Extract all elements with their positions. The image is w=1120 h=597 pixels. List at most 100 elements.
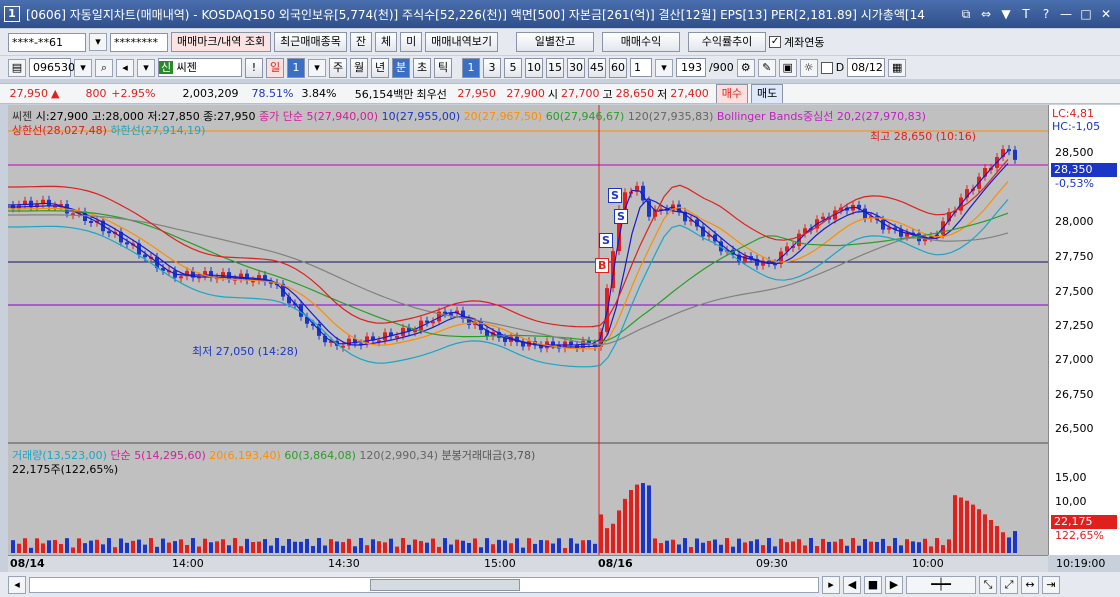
scroll-bar[interactable]: ◂ ▸ ◀ ■ ▶ ━┿━ ⤡ ⤢ ↔ ⇥: [0, 572, 1120, 597]
recent-trades-button[interactable]: 최근매매종목: [274, 32, 347, 52]
tile-icon[interactable]: ⧉: [961, 6, 971, 21]
volume-bar: [365, 545, 369, 553]
volume-bar: [857, 545, 861, 553]
ma5-line: [7, 150, 1009, 346]
alert-button[interactable]: !: [245, 57, 263, 78]
zoom-slider-icon[interactable]: ━┿━: [906, 575, 976, 594]
candle: [395, 335, 399, 338]
interval-1[interactable]: 1: [462, 57, 480, 78]
scroll-left-icon[interactable]: ◂: [8, 575, 26, 594]
period-minute[interactable]: 분: [392, 57, 410, 78]
fit-icon[interactable]: ⇥: [1042, 575, 1060, 594]
interval-60[interactable]: 60: [609, 57, 627, 78]
draw-icon[interactable]: ✎: [757, 58, 776, 77]
minimize-icon[interactable]: —: [1060, 6, 1072, 21]
sell-marker[interactable]: S: [599, 233, 613, 248]
profit-trend-button[interactable]: 수익률추이: [688, 32, 767, 52]
volume-bar: [839, 539, 843, 553]
volume-bar: [23, 538, 27, 553]
account-dropdown-icon[interactable]: ▾: [89, 33, 107, 51]
scroll-thumb[interactable]: [370, 578, 520, 591]
volume-bar: [1013, 531, 1017, 553]
period-month[interactable]: 월: [350, 57, 368, 78]
rewind-icon[interactable]: ◀: [843, 575, 861, 594]
save-icon[interactable]: ▣: [778, 58, 797, 77]
interval-3[interactable]: 3: [483, 57, 501, 78]
volume-bar: [629, 489, 633, 553]
pin-icon[interactable]: T: [1022, 6, 1030, 21]
period-second[interactable]: 초: [413, 57, 431, 78]
speaker-icon[interactable]: ◂: [116, 58, 134, 77]
sell-marker[interactable]: S: [614, 209, 628, 224]
menu-icon[interactable]: ▾: [137, 58, 155, 77]
indicator-icon[interactable]: ⚙: [736, 58, 755, 77]
daily-balance-button[interactable]: 일별잔고: [516, 32, 595, 52]
chart-toolbar: ▤ 096530 ▾ ⌕ ◂ ▾ 신 씨젠 ! 일 1 ▾ 주 월 년 분 초 …: [0, 56, 1120, 79]
stock-code-input[interactable]: 096530: [29, 58, 75, 77]
window-number: 1: [4, 6, 20, 22]
candle: [221, 272, 225, 278]
count-dropdown-icon[interactable]: ▾: [655, 58, 673, 77]
calendar-icon[interactable]: ▦: [888, 58, 907, 77]
interval-5[interactable]: 5: [504, 57, 522, 78]
resize-icon[interactable]: ⇔: [980, 6, 992, 21]
zoom-reset-icon[interactable]: ↔: [1021, 575, 1039, 594]
interval-30[interactable]: 30: [567, 57, 585, 78]
search-icon[interactable]: ⌕: [95, 58, 113, 77]
date-input[interactable]: 08/12: [847, 58, 886, 77]
password-input[interactable]: ********: [110, 32, 168, 52]
date-checkbox[interactable]: [820, 61, 833, 74]
chart-canvas[interactable]: [7, 105, 1048, 555]
dropdown-icon[interactable]: ▼: [1001, 6, 1011, 21]
scroll-track[interactable]: [29, 576, 819, 593]
volume-bar: [941, 545, 945, 553]
period-year[interactable]: 년: [371, 57, 389, 78]
trade-mark-button[interactable]: 매매마크/내역 조회: [171, 32, 272, 52]
volume-bar: [725, 538, 729, 553]
zoom-in-icon[interactable]: ⤢: [1000, 575, 1018, 594]
period-week[interactable]: 주: [329, 57, 347, 78]
stop-icon[interactable]: ■: [864, 575, 882, 594]
legend-ma-label: 종가 단순: [259, 110, 303, 123]
executed-button[interactable]: 체: [375, 32, 398, 52]
count-input[interactable]: 1: [630, 58, 652, 77]
trade-history-button[interactable]: 매매내역보기: [425, 32, 499, 52]
candle: [419, 320, 423, 331]
lc-label: LC:4,81: [1052, 107, 1095, 120]
buy-marker[interactable]: B: [595, 258, 610, 273]
volume-bar: [695, 538, 699, 553]
interval-45[interactable]: 45: [588, 57, 606, 78]
settings-icon[interactable]: ☼: [799, 58, 818, 77]
trade-profit-button[interactable]: 매매수익: [602, 32, 681, 52]
volume-bar: [389, 538, 393, 553]
best-quote-label: 최우선: [416, 87, 447, 101]
account-input[interactable]: ****-**61: [8, 32, 86, 52]
help-icon[interactable]: ?: [1042, 6, 1050, 21]
sell-button[interactable]: 매도: [750, 84, 784, 103]
window-icon[interactable]: ▤: [8, 58, 26, 77]
code-dropdown-icon[interactable]: ▾: [74, 58, 92, 77]
chart-area[interactable]: 씨젠 시:27,900 고:28,000 저:27,850 종:27,950 종…: [7, 105, 1048, 555]
play-icon[interactable]: ▶: [885, 575, 903, 594]
maximize-icon[interactable]: □: [1080, 6, 1092, 21]
period-tick[interactable]: 틱: [434, 57, 452, 78]
candle: [887, 227, 891, 230]
range-input[interactable]: 193: [676, 58, 706, 77]
period-day-button[interactable]: 일: [266, 57, 284, 78]
buy-button[interactable]: 매수: [715, 84, 748, 103]
interval-15[interactable]: 15: [546, 57, 564, 78]
period-num-input[interactable]: 1: [287, 57, 305, 78]
scroll-right-icon[interactable]: ▸: [822, 575, 840, 594]
legend-stock: 씨젠: [12, 110, 33, 123]
close-icon[interactable]: ✕: [1100, 6, 1112, 21]
account-link-checkbox[interactable]: ✓: [769, 36, 782, 48]
account-link-label: 계좌연동: [784, 36, 825, 49]
interval-10[interactable]: 10: [525, 57, 543, 78]
unexecuted-button[interactable]: 미: [400, 32, 423, 52]
sell-marker[interactable]: S: [608, 188, 622, 203]
candle: [449, 313, 453, 316]
volume-bar: [77, 538, 81, 553]
zoom-out-icon[interactable]: ⤡: [979, 575, 997, 594]
period-dropdown-icon[interactable]: ▾: [308, 58, 326, 77]
balance-button[interactable]: 잔: [349, 32, 373, 52]
